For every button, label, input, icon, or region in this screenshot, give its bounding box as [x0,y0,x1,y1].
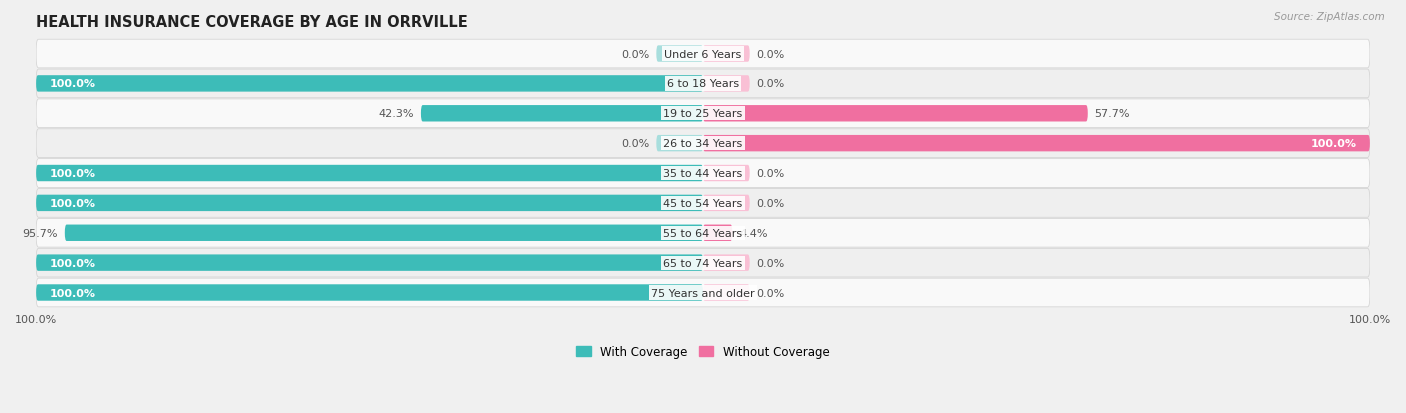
FancyBboxPatch shape [37,130,1369,158]
Text: 4.4%: 4.4% [740,228,768,238]
FancyBboxPatch shape [65,225,703,241]
FancyBboxPatch shape [37,285,703,301]
FancyBboxPatch shape [703,255,749,271]
Text: HEALTH INSURANCE COVERAGE BY AGE IN ORRVILLE: HEALTH INSURANCE COVERAGE BY AGE IN ORRV… [37,15,468,30]
FancyBboxPatch shape [37,165,703,182]
FancyBboxPatch shape [37,159,1369,188]
Text: 57.7%: 57.7% [1094,109,1130,119]
FancyBboxPatch shape [37,195,703,211]
Text: 95.7%: 95.7% [22,228,58,238]
Text: 75 Years and older: 75 Years and older [651,288,755,298]
Text: 65 to 74 Years: 65 to 74 Years [664,258,742,268]
Text: 0.0%: 0.0% [756,258,785,268]
Text: 100.0%: 100.0% [49,288,96,298]
Legend: With Coverage, Without Coverage: With Coverage, Without Coverage [572,341,834,363]
Text: 0.0%: 0.0% [756,198,785,209]
Text: 0.0%: 0.0% [621,50,650,59]
Text: 6 to 18 Years: 6 to 18 Years [666,79,740,89]
FancyBboxPatch shape [703,106,1088,122]
Text: 0.0%: 0.0% [756,288,785,298]
FancyBboxPatch shape [657,46,703,63]
FancyBboxPatch shape [37,100,1369,128]
Text: 45 to 54 Years: 45 to 54 Years [664,198,742,209]
Text: 42.3%: 42.3% [378,109,415,119]
FancyBboxPatch shape [703,165,749,182]
Text: 100.0%: 100.0% [49,198,96,209]
FancyBboxPatch shape [657,135,703,152]
FancyBboxPatch shape [703,285,749,301]
Text: 100.0%: 100.0% [49,79,96,89]
Text: 19 to 25 Years: 19 to 25 Years [664,109,742,119]
Text: 100.0%: 100.0% [49,258,96,268]
Text: 0.0%: 0.0% [621,139,650,149]
Text: 0.0%: 0.0% [756,79,785,89]
Text: 0.0%: 0.0% [756,50,785,59]
FancyBboxPatch shape [37,255,703,271]
FancyBboxPatch shape [37,189,1369,218]
Text: 35 to 44 Years: 35 to 44 Years [664,169,742,178]
Text: Source: ZipAtlas.com: Source: ZipAtlas.com [1274,12,1385,22]
Text: 0.0%: 0.0% [756,169,785,178]
Text: 100.0%: 100.0% [1310,139,1357,149]
FancyBboxPatch shape [703,135,1369,152]
Text: 55 to 64 Years: 55 to 64 Years [664,228,742,238]
FancyBboxPatch shape [420,106,703,122]
Text: 26 to 34 Years: 26 to 34 Years [664,139,742,149]
Text: Under 6 Years: Under 6 Years [665,50,741,59]
FancyBboxPatch shape [37,249,1369,277]
FancyBboxPatch shape [37,278,1369,307]
Text: 100.0%: 100.0% [49,169,96,178]
FancyBboxPatch shape [703,195,749,211]
FancyBboxPatch shape [703,46,749,63]
FancyBboxPatch shape [37,219,1369,247]
FancyBboxPatch shape [37,70,1369,99]
FancyBboxPatch shape [37,76,703,93]
FancyBboxPatch shape [37,40,1369,69]
FancyBboxPatch shape [703,225,733,241]
FancyBboxPatch shape [703,76,749,93]
